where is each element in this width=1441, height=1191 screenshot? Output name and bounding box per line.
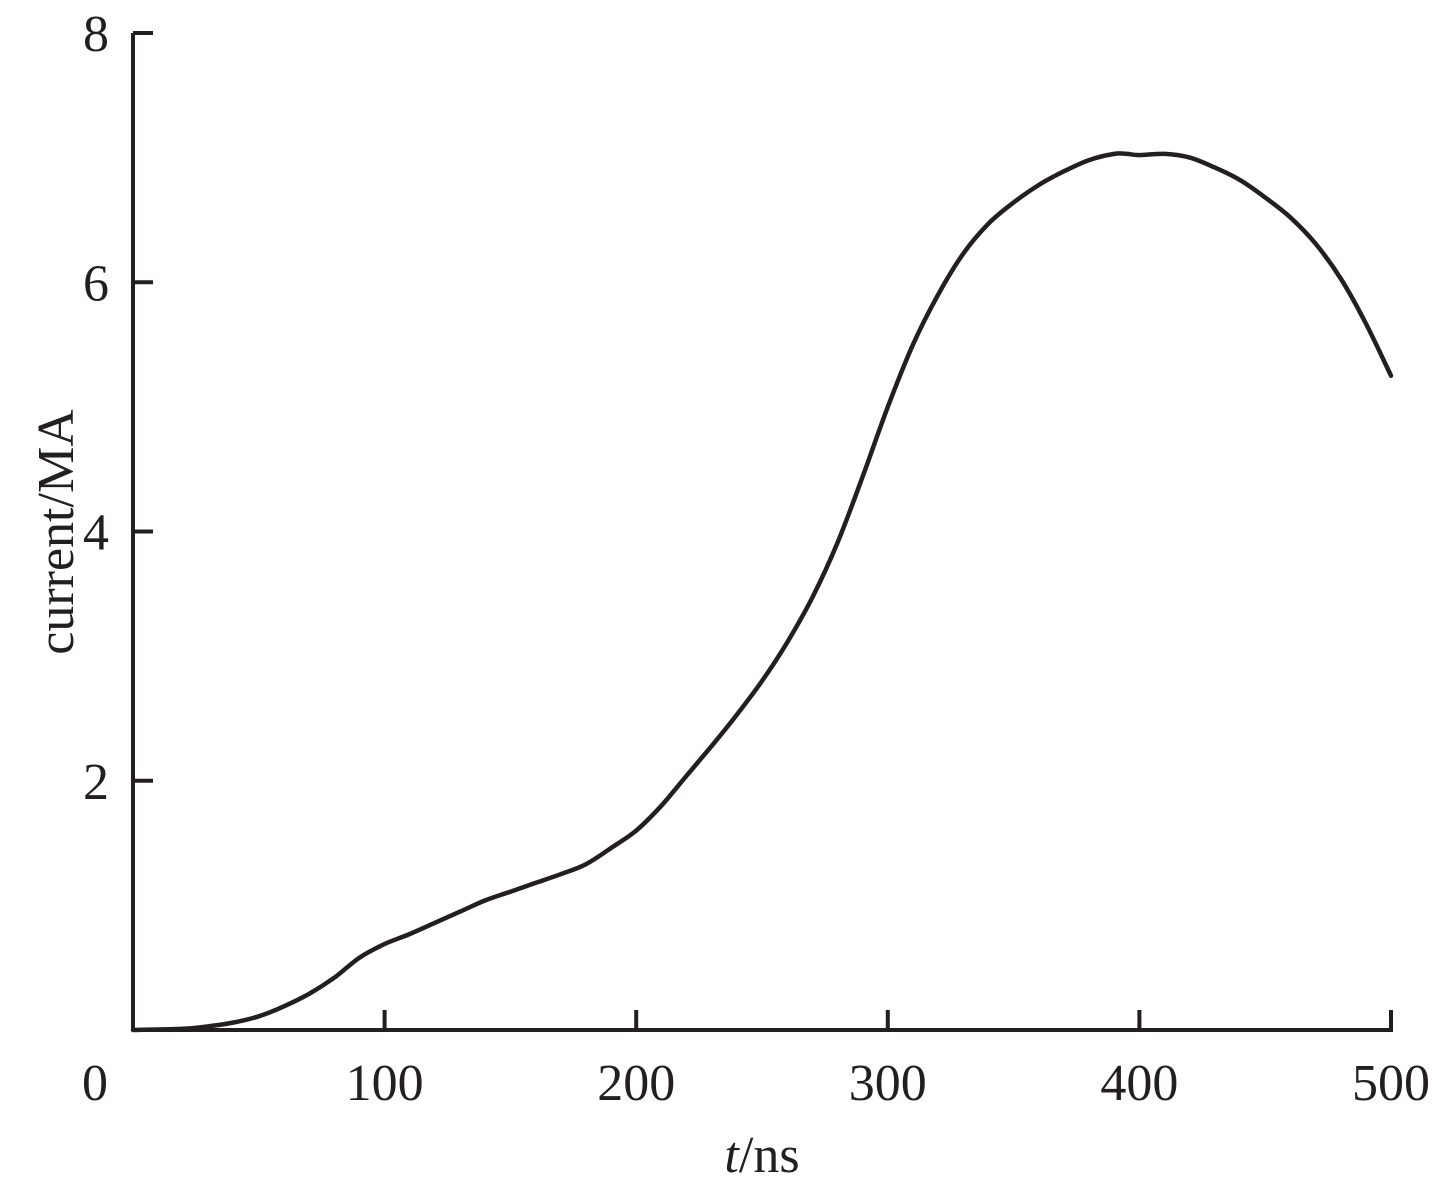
x-tick-label: 400 xyxy=(1100,1055,1178,1112)
x-tick-label: 0 xyxy=(82,1055,108,1112)
x-axis-label: t/ns xyxy=(724,1127,799,1184)
x-axis-label-unit: /ns xyxy=(739,1127,800,1184)
series xyxy=(130,151,1394,1033)
y-axis-label: current/MA xyxy=(28,409,85,655)
y-tick-label: 4 xyxy=(83,505,109,562)
x-tick-label: 200 xyxy=(597,1055,675,1112)
x-tick-label: 500 xyxy=(1352,1055,1430,1112)
x-tick-label: 100 xyxy=(346,1055,424,1112)
y-tick-label: 8 xyxy=(83,6,109,63)
x-tick-label: 300 xyxy=(849,1055,927,1112)
y-tick-label: 6 xyxy=(83,255,109,312)
axes xyxy=(131,33,1393,1032)
axis-labels: current/MA t/ns xyxy=(28,409,800,1184)
current-series-line xyxy=(130,151,1394,1033)
ticks: 0 100 200 300 400 500 2 4 6 8 xyxy=(82,6,1430,1112)
x-axis-label-variable: t xyxy=(724,1127,740,1184)
y-tick-label: 2 xyxy=(83,754,109,811)
